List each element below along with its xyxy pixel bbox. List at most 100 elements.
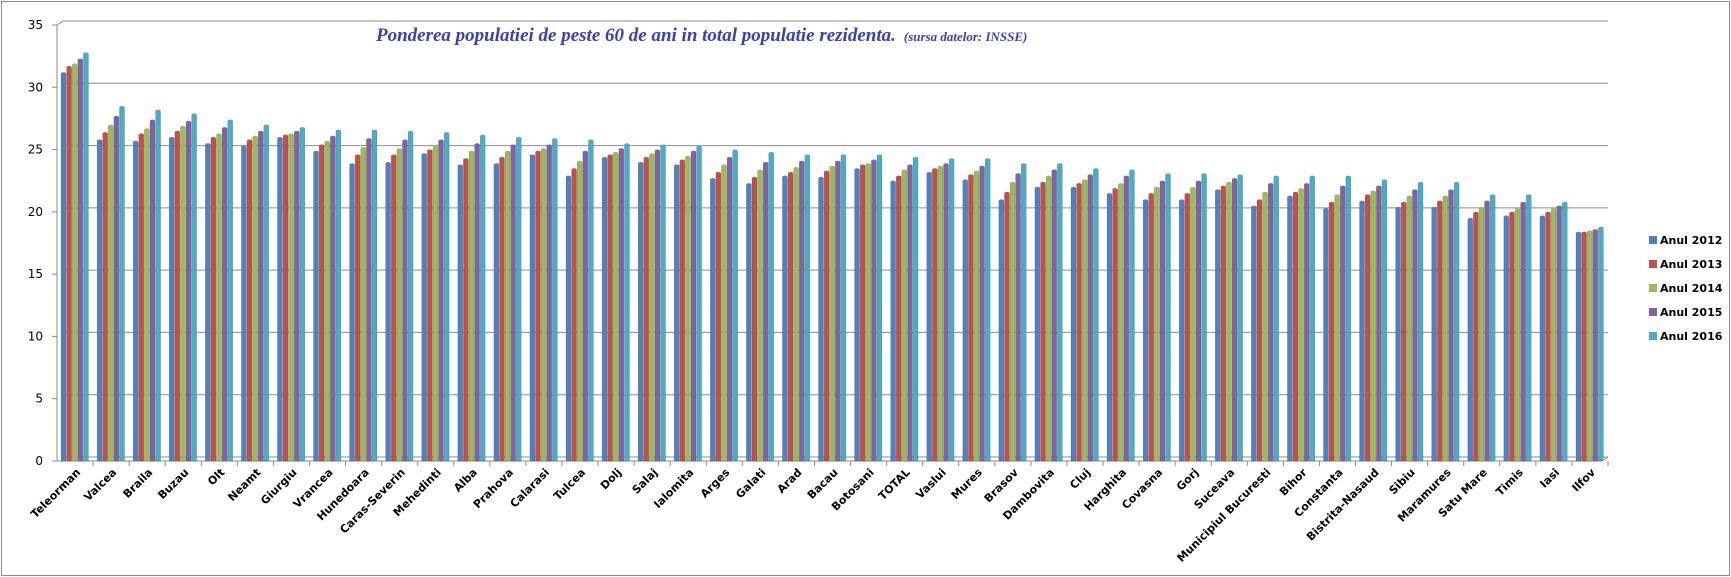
bar-cap xyxy=(421,153,427,156)
bar-cap xyxy=(727,156,733,160)
bar xyxy=(679,160,686,462)
legend-swatch xyxy=(1649,308,1657,316)
bar-cap xyxy=(552,138,558,141)
bar-cap xyxy=(246,139,252,143)
bar xyxy=(546,145,552,462)
bars xyxy=(60,52,1604,462)
bar-cap xyxy=(1129,169,1135,173)
bar xyxy=(890,181,896,462)
bar-cap xyxy=(998,199,1004,202)
bar-cap xyxy=(949,158,955,161)
bar xyxy=(205,144,211,462)
bar xyxy=(1503,216,1510,462)
bar xyxy=(1381,180,1388,462)
bar-cap xyxy=(371,129,377,133)
bar-cap xyxy=(876,154,882,158)
bar xyxy=(263,125,270,462)
x-tick-label: Arad xyxy=(775,466,805,496)
legend-label: Anul 2013 xyxy=(1660,258,1722,271)
x-tick-label: Caras-Severin xyxy=(337,466,407,536)
bar-cap xyxy=(782,175,788,179)
bar-cap xyxy=(588,139,594,143)
bar-cap xyxy=(1287,195,1293,199)
bar xyxy=(1520,202,1526,462)
bar xyxy=(516,138,522,462)
bar xyxy=(782,176,788,462)
bar-cap xyxy=(1309,175,1315,179)
bar-cap xyxy=(1484,200,1490,204)
bar-cap xyxy=(835,160,841,164)
bar-cap xyxy=(1467,218,1473,221)
bar-cap xyxy=(607,154,613,158)
bar-cap xyxy=(624,143,630,146)
bar-cap xyxy=(926,171,932,175)
bar xyxy=(529,155,536,462)
bar-cap xyxy=(613,152,619,155)
bar-cap xyxy=(896,175,902,179)
bar-cap xyxy=(1220,185,1226,189)
bar xyxy=(1142,200,1149,462)
bar xyxy=(865,164,872,462)
bar-cap xyxy=(907,164,913,168)
bar xyxy=(1040,182,1046,462)
x-tick-label: Bihor xyxy=(1277,466,1310,499)
bar-cap xyxy=(793,166,799,170)
bar-cap xyxy=(1509,211,1515,215)
legend-swatch xyxy=(1649,260,1657,268)
bar xyxy=(102,133,108,462)
bar xyxy=(318,145,325,462)
bar xyxy=(901,170,908,462)
bar-cap xyxy=(913,156,919,160)
bar xyxy=(1178,200,1185,462)
bar-cap xyxy=(313,150,319,154)
bar xyxy=(637,163,644,462)
bar xyxy=(354,155,361,462)
bar-cap xyxy=(1431,206,1437,210)
bar-cap xyxy=(133,140,139,144)
x-tick-label: Arges xyxy=(698,466,733,501)
bar xyxy=(601,158,608,462)
bar xyxy=(685,156,691,462)
bar-cap xyxy=(1118,183,1124,186)
bar xyxy=(854,169,860,462)
x-tick-label: Olt xyxy=(205,466,227,488)
bar-cap xyxy=(427,149,433,153)
bar xyxy=(1215,190,1221,462)
bar xyxy=(191,114,197,462)
bar xyxy=(71,64,78,462)
bar xyxy=(613,153,619,462)
bar-cap xyxy=(1251,205,1257,209)
bar-cap xyxy=(1057,163,1063,166)
bar xyxy=(926,172,932,462)
bar xyxy=(649,154,655,462)
bar-cap xyxy=(119,105,125,109)
bar xyxy=(540,149,547,462)
bar-cap xyxy=(962,179,968,183)
bar-cap xyxy=(1190,186,1196,190)
bar xyxy=(1154,187,1160,462)
bar-cap xyxy=(757,169,763,173)
x-tick-label: Vaslui xyxy=(913,466,949,502)
bar-cap xyxy=(979,165,985,169)
bar-cap xyxy=(1082,179,1088,183)
bar-cap xyxy=(566,175,572,179)
bar xyxy=(1034,187,1041,462)
bar xyxy=(1287,196,1293,462)
bar-cap xyxy=(505,150,511,154)
bar xyxy=(787,172,794,462)
bar-cap xyxy=(355,154,361,158)
bar xyxy=(1303,184,1310,462)
legend-swatch xyxy=(1649,284,1657,292)
bar-cap xyxy=(721,164,727,168)
bar-cap xyxy=(763,161,769,165)
y-tick-label: 35 xyxy=(28,18,43,32)
bar-cap xyxy=(696,145,702,149)
x-tick-label: Gorj xyxy=(1174,466,1201,493)
bar xyxy=(246,140,253,462)
bar-cap xyxy=(840,154,846,158)
chart-title: Ponderea populatiei de peste 60 de ani i… xyxy=(375,25,1027,46)
bar xyxy=(907,165,913,462)
bar-cap xyxy=(144,128,150,131)
